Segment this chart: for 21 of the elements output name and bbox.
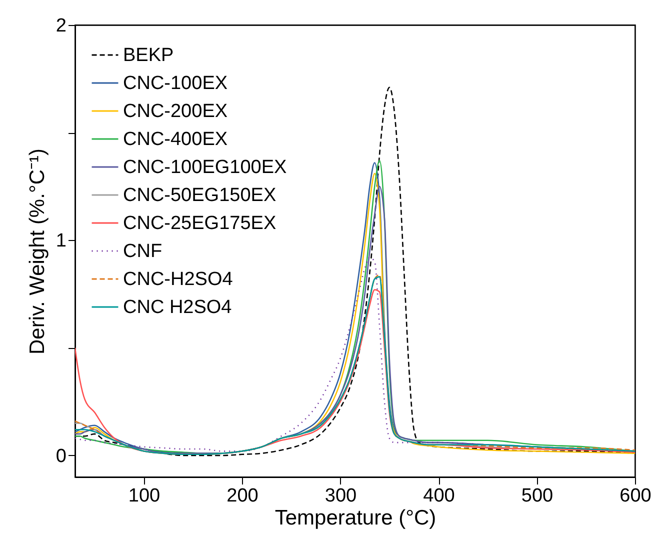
legend-label: CNC-100EG100EX [123, 157, 288, 178]
x-tick-label: 200 [226, 486, 258, 506]
y-tick-label: 2 [56, 16, 66, 36]
y-axis-title: Deriv. Weight (%.°C⁻¹) [26, 148, 49, 354]
legend-label: CNC-100EX [123, 73, 228, 94]
legend-label: CNC-H2SO4 [123, 269, 234, 290]
legend-label: CNF [123, 241, 162, 262]
x-tick-label: 500 [521, 486, 554, 506]
legend-label: BEKP [123, 45, 174, 66]
x-tick-label: 300 [324, 486, 357, 506]
legend-label: CNC-200EX [123, 101, 228, 122]
x-axis-title: Temperature (°C) [274, 506, 436, 530]
legend-label: CNC-50EG150EX [123, 185, 276, 206]
legend-label: CNC-400EX [123, 129, 228, 150]
y-tick-label: 0 [56, 446, 66, 467]
x-tick-label: 100 [128, 486, 160, 506]
legend-label: CNC H2SO4 [123, 297, 232, 318]
x-tick-label: 400 [423, 486, 455, 506]
x-tick-label: 600 [620, 486, 652, 506]
y-tick-label: 1 [56, 230, 66, 252]
legend-label: CNC-25EG175EX [123, 213, 276, 234]
